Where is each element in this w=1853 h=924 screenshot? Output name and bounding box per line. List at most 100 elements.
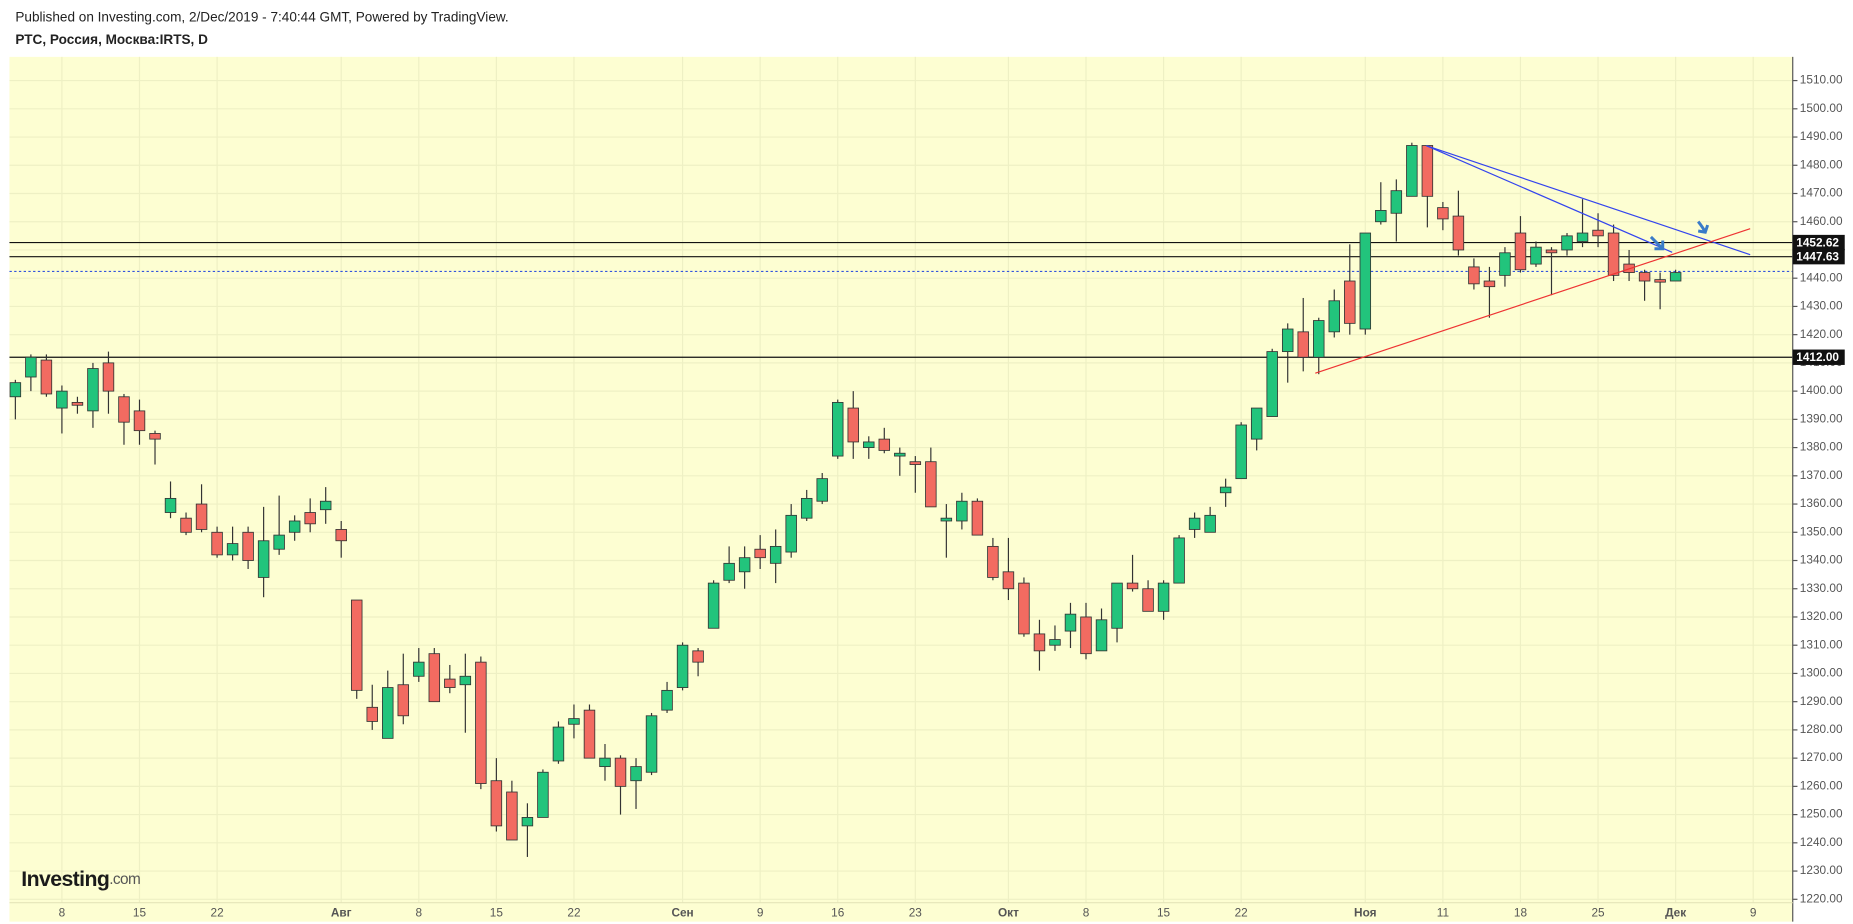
candle-body: [335, 529, 347, 542]
candle-body: [180, 517, 192, 533]
y-tick-label: 1310.00: [1800, 637, 1843, 651]
candle-body: [118, 396, 130, 423]
candle-body: [707, 582, 720, 629]
candle-body: [1080, 616, 1092, 655]
candle-body: [1188, 517, 1201, 530]
candle-body: [1111, 582, 1123, 629]
candle-body: [350, 599, 363, 691]
x-tick-label: Ноя: [1354, 905, 1377, 919]
level-label: 1412.00: [1796, 350, 1839, 364]
candle-body: [1173, 537, 1185, 584]
candle-body: [366, 706, 378, 722]
candle-body: [1592, 229, 1604, 237]
x-tick-label: 15: [133, 905, 147, 919]
candle-body: [521, 817, 534, 827]
y-tick-label: 1270.00: [1800, 750, 1843, 764]
x-tick-label: 22: [1235, 905, 1248, 919]
y-tick-label: 1480.00: [1800, 157, 1843, 171]
x-tick-label: 25: [1591, 905, 1605, 919]
candle-body: [987, 545, 999, 578]
candle-body: [738, 557, 751, 573]
candle-body: [1669, 272, 1682, 282]
candle-body: [9, 382, 22, 398]
candle-body: [1406, 145, 1418, 197]
y-tick-label: 1390.00: [1800, 411, 1843, 425]
candle-body: [102, 362, 115, 392]
y-tick-label: 1510.00: [1800, 73, 1843, 87]
candle-body: [242, 531, 254, 561]
x-tick-label: 18: [1514, 905, 1528, 919]
level-label-box: [1792, 248, 1845, 265]
candle-body: [40, 359, 53, 395]
candle-body: [1126, 582, 1139, 590]
arrow: [1649, 235, 1665, 251]
levels: [9, 241, 1793, 358]
candle-body: [1235, 424, 1247, 480]
candle-body: [319, 500, 332, 511]
y-tick-label: 1290.00: [1800, 694, 1843, 708]
y-tick-label: 1250.00: [1800, 807, 1843, 821]
candle-body: [195, 503, 208, 530]
candle-body: [645, 715, 658, 773]
candle-body: [133, 410, 146, 432]
level-label-box: [1792, 234, 1845, 251]
grid: [9, 56, 1793, 903]
candle-body: [537, 771, 549, 818]
x-tick-label: 15: [490, 905, 504, 919]
candle-body: [1281, 328, 1294, 353]
published-note: Published on Investing.com, 2/Dec/2019 -…: [15, 9, 508, 24]
candle-body: [56, 390, 68, 409]
logo-brand: Investing: [21, 867, 109, 891]
x-tick-label: 16: [831, 905, 845, 919]
candle-body: [1483, 280, 1496, 288]
candle-body: [956, 500, 968, 522]
candle-body: [1328, 300, 1340, 333]
x-tick-label: 22: [210, 905, 223, 919]
y-tick-label: 1420.00: [1800, 327, 1843, 341]
y-tick-label: 1500.00: [1800, 101, 1843, 115]
candle-body: [1002, 571, 1015, 590]
candle-body: [397, 684, 410, 717]
candle-body: [692, 650, 704, 663]
trend-lines: [1315, 145, 1751, 374]
axes: 1220.00 1230.00 1240.00 1250.00 1260.00 1270.…: [59, 73, 1845, 919]
candle-body: [676, 644, 689, 688]
candle-body: [894, 452, 906, 457]
y-tick-label: 1220.00: [1800, 891, 1843, 905]
y-tick-label: 1490.00: [1800, 129, 1843, 143]
candle-body: [71, 402, 84, 406]
candle-body: [1313, 320, 1325, 358]
candle-body: [382, 687, 394, 739]
y-tick-label: 1370.00: [1800, 468, 1843, 482]
candle-body: [428, 653, 441, 703]
candle-body: [1638, 272, 1651, 282]
x-tick-label: Сен: [671, 905, 693, 919]
trend-line: [1426, 145, 1673, 253]
candle-body: [1421, 145, 1434, 197]
y-tick-label: 1350.00: [1800, 524, 1843, 538]
candle-body: [304, 512, 316, 525]
candle-body: [971, 500, 984, 536]
candle-body: [288, 520, 301, 533]
arrow: [1697, 220, 1710, 234]
candle-body: [257, 540, 270, 578]
x-tick-label: 11: [1437, 905, 1449, 919]
candle-body: [475, 661, 487, 784]
candle-body: [630, 766, 642, 782]
y-tick-label: 1430.00: [1800, 299, 1843, 313]
candle-body: [1204, 514, 1216, 533]
candle-body: [25, 356, 37, 378]
x-tick-label: Дек: [1665, 905, 1686, 919]
candle-body: [925, 461, 937, 508]
candle-body: [1437, 207, 1449, 220]
candle-body: [1561, 235, 1573, 251]
candle-body: [1499, 252, 1511, 276]
level-label: 1452.62: [1796, 235, 1839, 249]
y-tick-label: 1280.00: [1800, 722, 1843, 736]
candle-body: [1607, 232, 1620, 276]
candle-body: [568, 718, 580, 725]
candle-body: [785, 514, 797, 553]
candle-body: [273, 534, 285, 550]
x-tick-label: 9: [1750, 905, 1757, 919]
plot-area: [9, 56, 1793, 922]
